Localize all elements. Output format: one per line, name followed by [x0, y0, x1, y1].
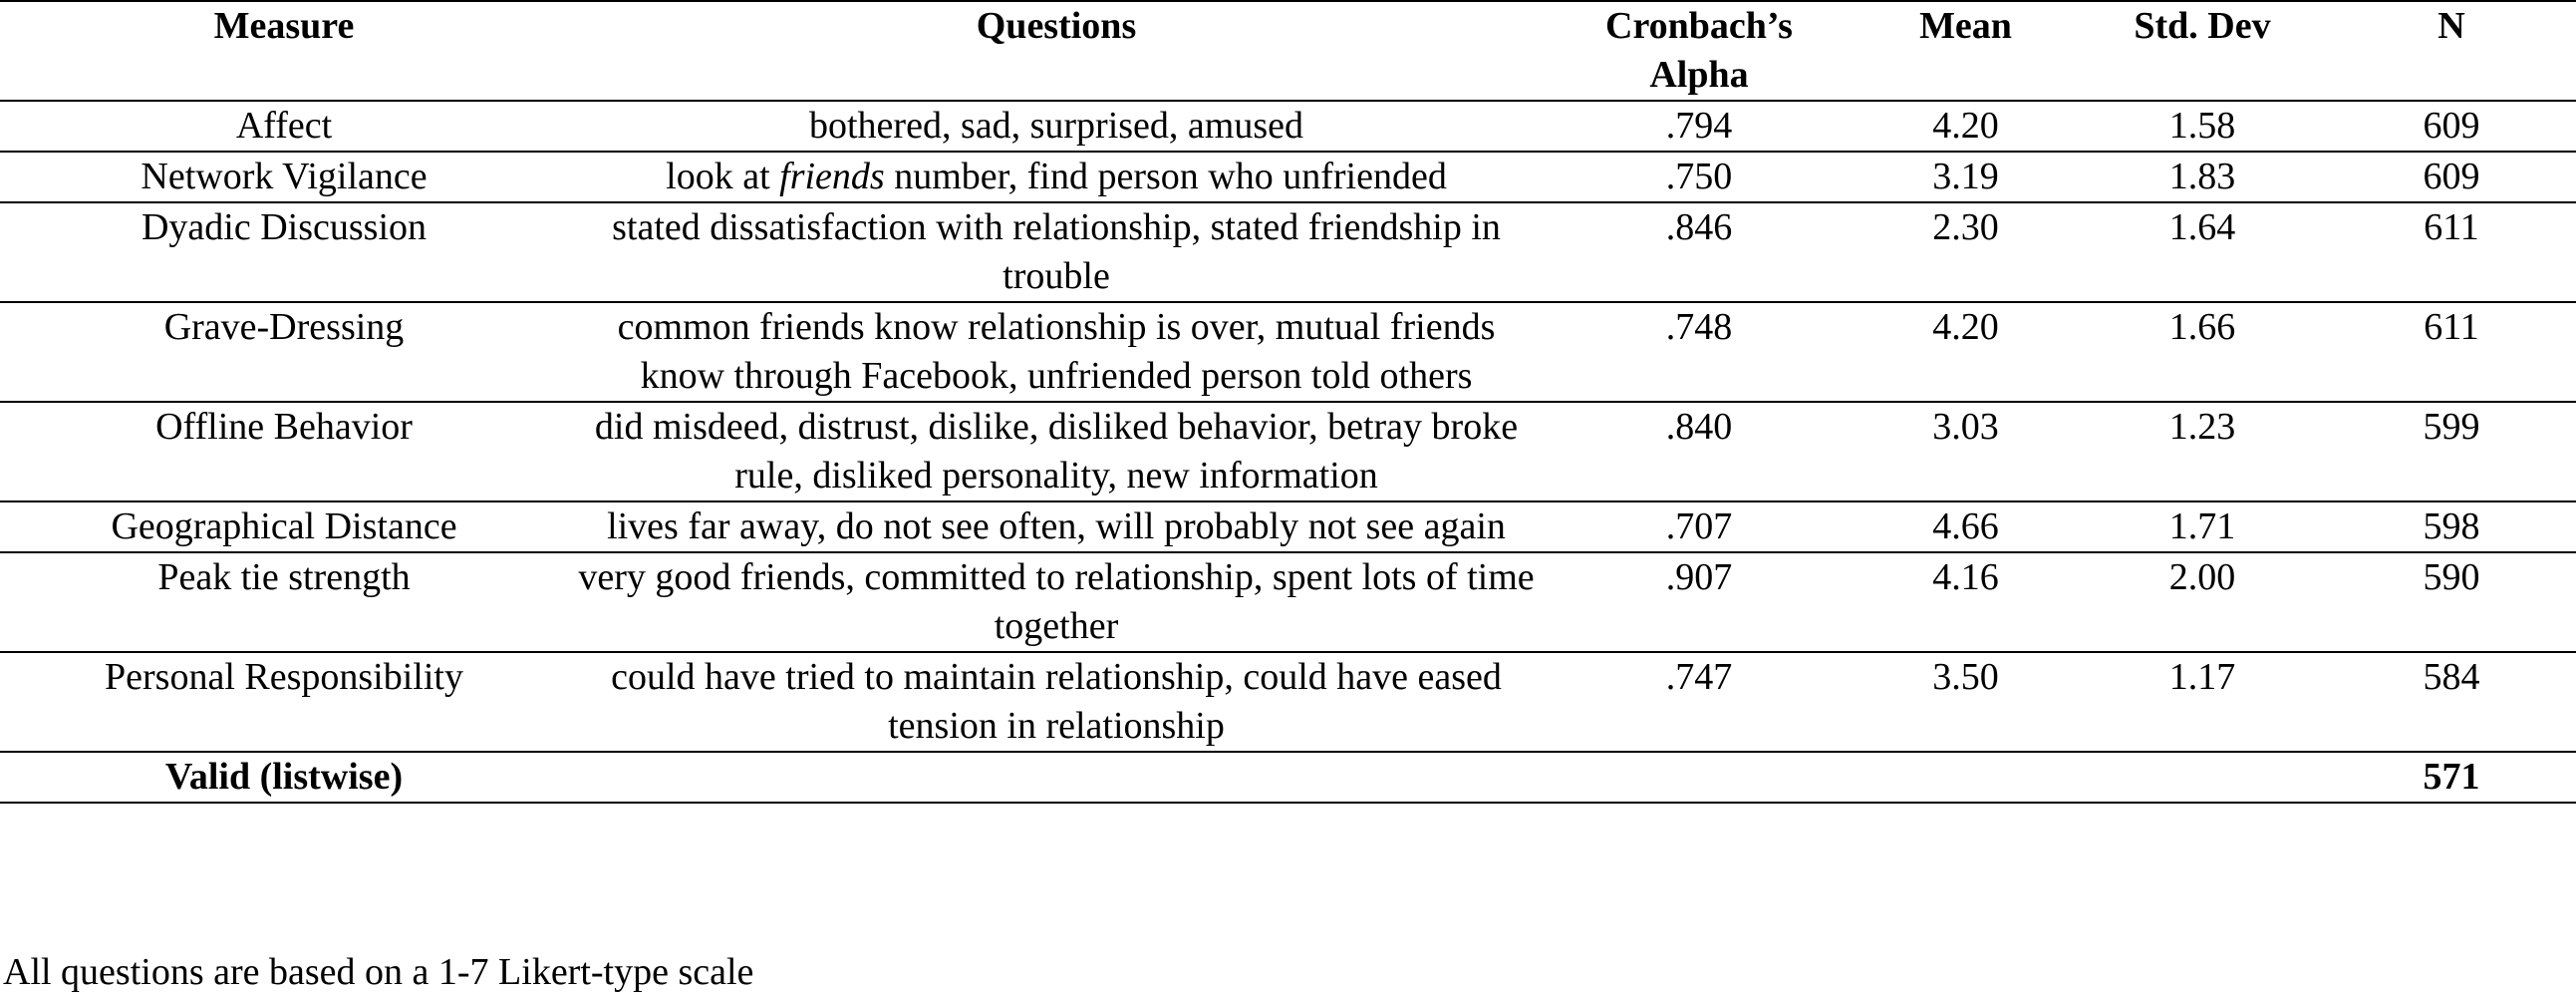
table-row: Offline Behavior did misdeed, distrust, … — [0, 402, 2576, 501]
cell-alpha: .840 — [1665, 406, 1733, 448]
table-row: Affect bothered, sad, surprised, amused … — [0, 101, 2576, 152]
cell-measure: Dyadic Discussion — [141, 206, 428, 248]
table-row: Peak tie strength very good friends, com… — [0, 552, 2576, 652]
cell-questions: did misdeed, distrust, dislike, disliked… — [594, 406, 1519, 497]
table-row: Dyadic Discussion stated dissatisfaction… — [0, 202, 2576, 302]
valid-empty-questions — [568, 752, 1545, 803]
cell-sd: 1.64 — [2168, 206, 2236, 248]
cell-alpha: .707 — [1665, 505, 1733, 547]
cell-mean: 4.66 — [1932, 505, 1999, 547]
cell-measure: Network Vigilance — [141, 156, 428, 197]
table-row: Personal Responsibility could have tried… — [0, 652, 2576, 752]
cell-n: 609 — [2423, 105, 2480, 147]
header-alpha-label: Cronbach’s Alpha — [1605, 5, 1793, 96]
cell-mean: 3.03 — [1932, 406, 1999, 448]
header-questions: Questions — [976, 5, 1137, 47]
valid-row: Valid (listwise) 571 — [0, 752, 2576, 803]
cell-questions: lives far away, do not see often, will p… — [607, 505, 1506, 547]
questions-text-italic: friends — [779, 156, 885, 197]
cell-measure: Peak tie strength — [157, 556, 411, 598]
cell-questions: look at friends number, find person who … — [568, 152, 1545, 202]
cell-measure: Offline Behavior — [155, 406, 413, 448]
cell-n: 599 — [2423, 406, 2480, 448]
cell-questions: could have tried to maintain relationshi… — [611, 656, 1502, 747]
cell-mean: 4.20 — [1932, 306, 1999, 348]
results-table-container: Measure Questions Cronbach’s Alpha Mean … — [0, 1, 2576, 803]
cell-mean: 3.19 — [1932, 156, 1999, 197]
header-mean: Mean — [1919, 5, 2012, 47]
cell-questions: bothered, sad, surprised, amused — [809, 105, 1303, 147]
table-row: Geographical Distance lives far away, do… — [0, 501, 2576, 552]
valid-empty-sd — [2078, 752, 2327, 803]
table-footnote: All questions are based on a 1-7 Likert-… — [3, 951, 754, 993]
reliability-table: Measure Questions Cronbach’s Alpha Mean … — [0, 1, 2576, 803]
cell-questions: very good friends, committed to relation… — [578, 556, 1535, 647]
questions-text-post: number, find person who unfriended — [884, 156, 1447, 197]
cell-measure: Geographical Distance — [111, 505, 457, 547]
header-measure: Measure — [213, 5, 355, 47]
cell-n: 598 — [2423, 505, 2480, 547]
table-body: Affect bothered, sad, surprised, amused … — [0, 101, 2576, 752]
cell-alpha: .907 — [1665, 556, 1733, 598]
valid-empty-mean — [1854, 752, 2078, 803]
cell-alpha: .750 — [1665, 156, 1733, 197]
cell-sd: 1.58 — [2168, 105, 2236, 147]
header-row: Measure Questions Cronbach’s Alpha Mean … — [0, 1, 2576, 101]
cell-alpha: .794 — [1665, 105, 1733, 147]
cell-sd: 1.17 — [2168, 656, 2236, 698]
cell-questions: stated dissatisfaction with relationship… — [612, 206, 1501, 297]
header-sd: Std. Dev — [2134, 5, 2271, 47]
cell-measure: Personal Responsibility — [105, 656, 463, 698]
table-row: Grave-Dressing common friends know relat… — [0, 302, 2576, 402]
questions-text-pre: look at — [666, 156, 780, 197]
header-alpha: Cronbach’s Alpha — [1545, 1, 1854, 101]
cell-sd: 1.66 — [2168, 306, 2236, 348]
cell-alpha: .748 — [1665, 306, 1733, 348]
cell-measure: Affect — [235, 105, 333, 147]
header-n: N — [2437, 5, 2465, 47]
cell-sd: 1.83 — [2168, 156, 2236, 197]
cell-mean: 4.20 — [1932, 105, 1999, 147]
cell-mean: 2.30 — [1932, 206, 1999, 248]
table-row: Network Vigilance look at friends number… — [0, 152, 2576, 202]
cell-n: 611 — [2424, 306, 2479, 348]
table-footer: Valid (listwise) 571 — [0, 752, 2576, 803]
cell-n: 611 — [2424, 206, 2479, 248]
cell-sd: 1.71 — [2168, 505, 2236, 547]
valid-n: 571 — [2423, 756, 2480, 798]
cell-n: 609 — [2423, 156, 2480, 197]
valid-empty-alpha — [1545, 752, 1854, 803]
cell-n: 590 — [2423, 556, 2480, 598]
cell-mean: 3.50 — [1932, 656, 1999, 698]
table-header: Measure Questions Cronbach’s Alpha Mean … — [0, 1, 2576, 101]
cell-sd: 1.23 — [2168, 406, 2236, 448]
cell-measure: Grave-Dressing — [163, 306, 405, 348]
cell-questions: common friends know relationship is over… — [617, 306, 1496, 397]
cell-mean: 4.16 — [1932, 556, 1999, 598]
cell-n: 584 — [2423, 656, 2480, 698]
valid-label: Valid (listwise) — [164, 756, 404, 798]
cell-alpha: .846 — [1665, 206, 1733, 248]
cell-alpha: .747 — [1665, 656, 1733, 698]
cell-sd: 2.00 — [2168, 556, 2236, 598]
